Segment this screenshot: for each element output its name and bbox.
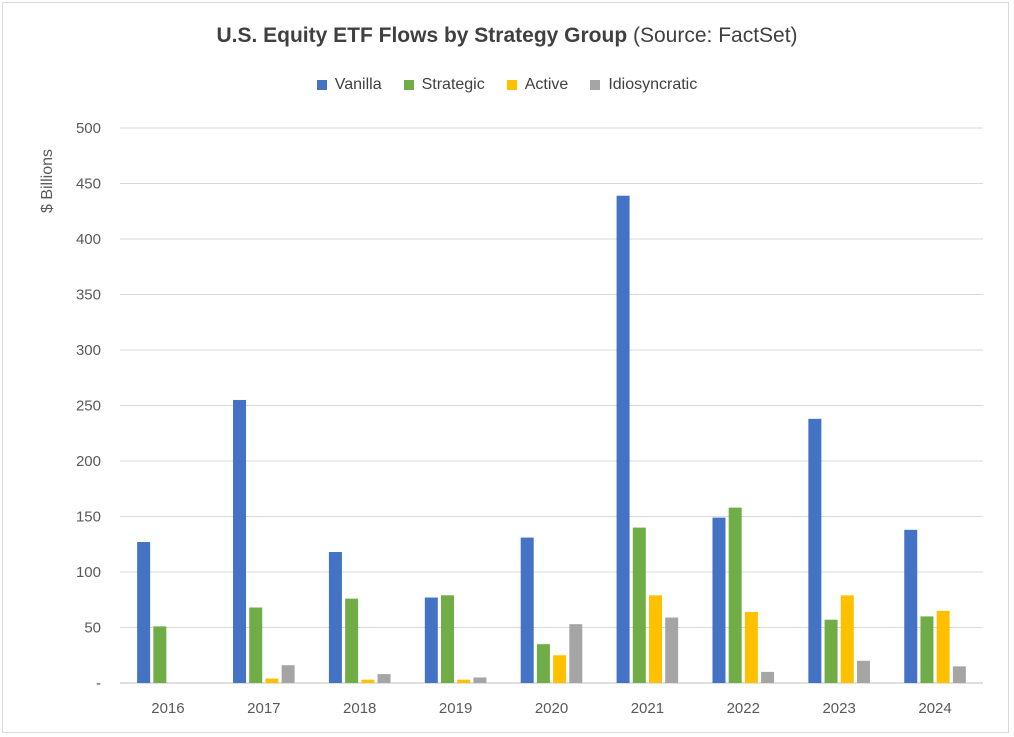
bar-idiosyncratic-2023	[856, 660, 870, 683]
y-tick-label: 450	[76, 176, 101, 193]
legend-label: Active	[524, 76, 569, 93]
legend-label: Strategic	[421, 76, 485, 93]
bar-strategic-2024	[920, 616, 934, 683]
legend-swatch	[590, 80, 601, 90]
chart-title-block: U.S. Equity ETF Flows by Strategy Group …	[0, 24, 1014, 48]
y-tick-label: 250	[76, 398, 101, 415]
bar-active-2022	[744, 611, 758, 683]
y-tick-label: 400	[76, 231, 101, 248]
x-tick-label: 2018	[343, 700, 376, 717]
legend-label: Idiosyncratic	[608, 76, 698, 93]
bar-active-2020	[553, 655, 567, 683]
bars	[137, 195, 966, 683]
bar-strategic-2018	[345, 598, 359, 683]
bar-vanilla-2021	[616, 195, 630, 683]
y-tick-label: 500	[76, 120, 101, 137]
x-tick-label: 2021	[631, 700, 664, 717]
bar-vanilla-2016	[137, 542, 151, 683]
bar-vanilla-2023	[808, 418, 822, 683]
x-tick-label: 2024	[918, 700, 951, 717]
y-tick-label: 350	[76, 287, 101, 304]
bar-idiosyncratic-2022	[761, 671, 775, 683]
y-axis-label: $ Billions	[39, 149, 56, 213]
bar-active-2023	[840, 595, 854, 683]
x-tick-label: 2022	[727, 700, 760, 717]
bar-idiosyncratic-2019	[473, 677, 487, 683]
y-tick-label: 150	[76, 509, 101, 526]
bar-vanilla-2018	[328, 552, 342, 683]
y-tick-label: 200	[76, 453, 101, 470]
bar-vanilla-2022	[712, 517, 726, 683]
bar-active-2017	[265, 678, 279, 683]
legend-item-strategic: Strategic	[403, 76, 485, 94]
chart-subtitle: (Source: FactSet)	[633, 24, 798, 47]
legend-swatch	[316, 80, 327, 90]
legend-item-active: Active	[506, 76, 569, 94]
y-axis-ticks: - 50 100 150 200 250 300 350 400 450 500	[76, 120, 101, 692]
x-axis-ticks: 2016 2017 2018 2019 2020 2021 2022 2023 2024	[151, 700, 951, 717]
bar-strategic-2022	[728, 507, 742, 683]
gridlines	[120, 127, 983, 684]
bar-active-2018	[361, 679, 375, 683]
x-tick-label: 2016	[151, 700, 184, 717]
y-tick-label: 100	[76, 564, 101, 581]
x-tick-label: 2020	[535, 700, 568, 717]
bar-strategic-2019	[441, 595, 455, 683]
bar-strategic-2016	[153, 626, 167, 683]
legend-swatch	[506, 80, 517, 90]
bar-vanilla-2019	[424, 597, 438, 683]
bar-active-2019	[457, 679, 471, 683]
bar-vanilla-2024	[904, 529, 918, 683]
bar-strategic-2017	[249, 607, 263, 683]
bar-vanilla-2017	[233, 399, 247, 683]
x-tick-label: 2017	[247, 700, 280, 717]
chart-title: U.S. Equity ETF Flows by Strategy Group	[216, 24, 628, 47]
bar-idiosyncratic-2018	[377, 674, 391, 683]
bar-idiosyncratic-2021	[665, 617, 679, 683]
bar-vanilla-2020	[520, 537, 534, 683]
bar-strategic-2020	[536, 644, 550, 683]
legend-item-vanilla: Vanilla	[316, 76, 382, 94]
x-tick-label: 2023	[822, 700, 855, 717]
bar-strategic-2021	[632, 527, 646, 683]
x-tick-label: 2019	[439, 700, 472, 717]
chart-legend: Vanilla Strategic Active Idiosyncratic	[0, 76, 1014, 94]
legend-label: Vanilla	[334, 76, 382, 93]
bar-idiosyncratic-2017	[281, 665, 295, 683]
bar-idiosyncratic-2020	[569, 624, 583, 683]
bar-idiosyncratic-2024	[952, 666, 966, 683]
y-tick-label: -	[96, 675, 101, 692]
y-tick-label: 300	[76, 342, 101, 359]
legend-item-idiosyncratic: Idiosyncratic	[590, 76, 697, 94]
bar-active-2021	[648, 595, 662, 683]
y-tick-label: 50	[84, 620, 101, 637]
legend-swatch	[403, 80, 414, 90]
bar-strategic-2023	[824, 619, 838, 683]
bar-active-2024	[936, 610, 950, 683]
